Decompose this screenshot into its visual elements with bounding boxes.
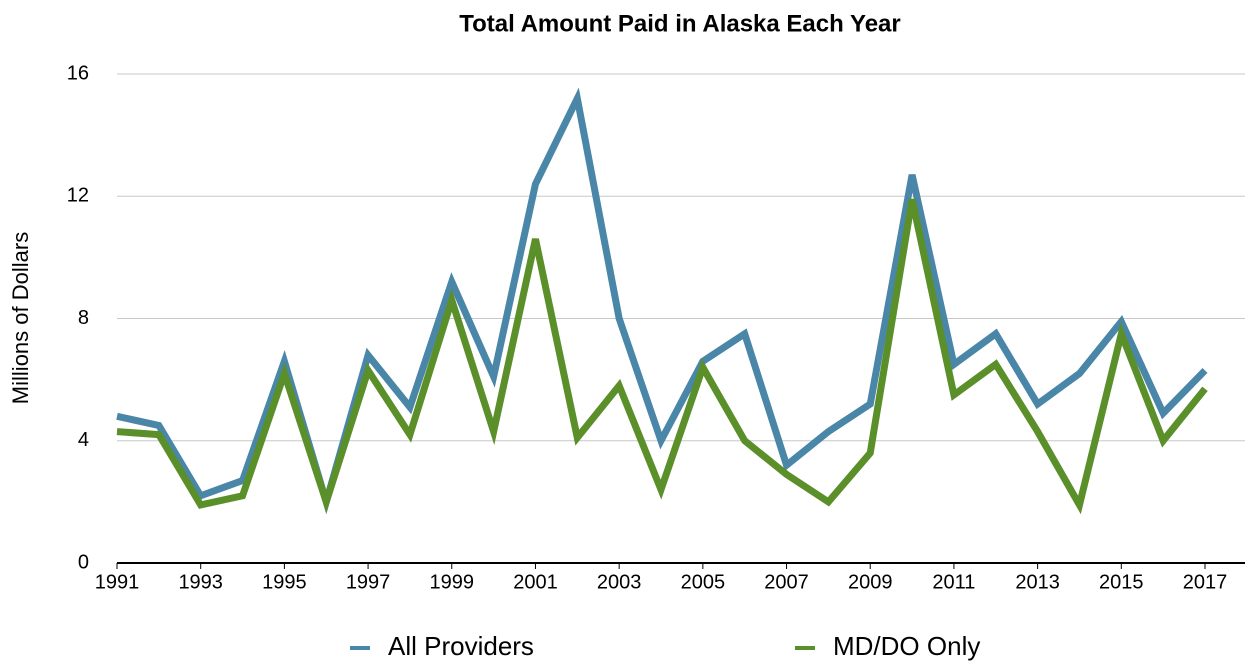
x-tick-label: 2017 xyxy=(1183,571,1228,593)
x-tick-label: 1997 xyxy=(346,571,391,593)
x-tick-label: 2009 xyxy=(848,571,893,593)
x-tick-label: 1991 xyxy=(95,571,140,593)
x-tick-label: 2011 xyxy=(932,571,975,593)
x-tick-label: 1993 xyxy=(178,571,223,593)
x-tick-label: 2003 xyxy=(597,571,642,593)
x-tick-label: 2001 xyxy=(513,571,558,593)
y-tick-label: 16 xyxy=(67,62,89,84)
x-tick-label: 2007 xyxy=(764,571,809,593)
legend-label: MD/DO Only xyxy=(833,631,980,661)
y-tick-label: 12 xyxy=(67,185,89,207)
y-tick-label: 4 xyxy=(78,429,89,451)
series-line xyxy=(116,198,1208,515)
chart-title: Total Amount Paid in Alaska Each Year xyxy=(459,10,900,37)
legend-label: All Providers xyxy=(388,631,534,661)
y-axis-label: Millions of Dollars xyxy=(8,232,33,404)
y-tick-label: 0 xyxy=(78,551,89,573)
x-tick-label: 2005 xyxy=(681,571,726,593)
x-tick-label: 1995 xyxy=(262,571,307,593)
x-tick-label: 2015 xyxy=(1099,571,1144,593)
y-tick-label: 8 xyxy=(78,307,89,329)
x-tick-label: 1999 xyxy=(430,571,475,593)
x-tick-label: 2013 xyxy=(1015,571,1060,593)
